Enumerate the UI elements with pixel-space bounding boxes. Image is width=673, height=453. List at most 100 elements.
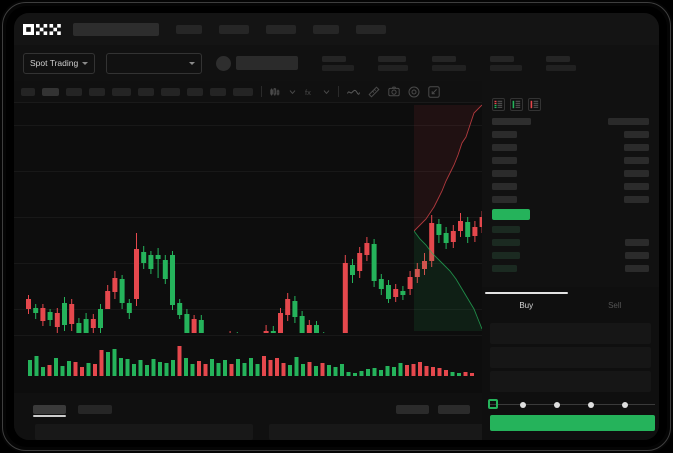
nav-item-3[interactable] xyxy=(266,24,296,34)
settings-icon[interactable] xyxy=(408,86,420,98)
ob-bid-3-price xyxy=(492,265,517,272)
camera-icon[interactable] xyxy=(388,86,400,97)
tab-sell[interactable]: Sell xyxy=(608,301,622,310)
slider-step-1[interactable] xyxy=(554,401,560,408)
timeframe-chip-8[interactable] xyxy=(210,87,226,96)
timeframe-selector xyxy=(14,87,253,96)
market-depth-overlay xyxy=(414,104,482,331)
stat-value xyxy=(546,64,577,71)
ob-ask-3-amount xyxy=(624,170,649,177)
orders-tabs xyxy=(14,399,482,417)
indicator-icon[interactable]: fx xyxy=(304,87,315,97)
slider-step-3[interactable] xyxy=(622,401,628,408)
stat-volume-24h xyxy=(546,55,577,71)
timeframe-chip-4[interactable] xyxy=(112,87,131,96)
active-tab-underline xyxy=(33,415,66,417)
chevron-down-icon[interactable] xyxy=(289,89,296,95)
tab-open-orders[interactable] xyxy=(33,405,66,414)
market-type-label: Spot Trading xyxy=(30,58,79,68)
market-type-dropdown[interactable]: Spot Trading xyxy=(23,52,96,74)
okx-logo[interactable] xyxy=(23,23,63,35)
order-total-field[interactable] xyxy=(490,371,651,392)
nav-item-4[interactable] xyxy=(313,24,339,34)
ob-ask-2-price xyxy=(492,157,517,164)
order-price-field[interactable] xyxy=(490,323,651,344)
order-book-view-modes xyxy=(492,98,541,111)
gridline-0 xyxy=(14,125,482,126)
slider-step-2[interactable] xyxy=(588,401,594,408)
amount-slider-track[interactable] xyxy=(490,404,655,405)
timeframe-chip-9[interactable] xyxy=(233,87,253,96)
ob-mode-bids[interactable] xyxy=(510,98,523,111)
stat-value xyxy=(490,64,523,71)
orders-panel xyxy=(14,393,490,440)
toolbar-divider xyxy=(261,86,262,97)
ob-last-price[interactable] xyxy=(492,209,530,220)
order-amount-field[interactable] xyxy=(490,347,651,368)
stat-value xyxy=(432,64,467,71)
ob-ask-0-amount xyxy=(624,131,649,138)
timeframe-chip-6[interactable] xyxy=(161,87,180,96)
bottom-action-2[interactable] xyxy=(438,405,470,414)
ob-ask-1-amount xyxy=(624,144,649,151)
candlestick-chart[interactable] xyxy=(14,103,482,333)
ob-bid-2-amount xyxy=(625,252,649,259)
ob-mode-asks[interactable] xyxy=(528,98,541,111)
ob-ask-1-price xyxy=(492,144,517,151)
ob-header-price xyxy=(492,118,531,125)
timeframe-chip-0[interactable] xyxy=(21,87,35,96)
tab-order-history[interactable] xyxy=(78,405,112,414)
gridline-3 xyxy=(14,263,482,264)
timeframe-chip-3[interactable] xyxy=(89,87,105,96)
nav-item-1[interactable] xyxy=(176,24,202,34)
stat-last-price xyxy=(322,55,355,71)
order-book[interactable] xyxy=(482,81,659,287)
timeframe-chip-5[interactable] xyxy=(138,87,154,96)
chevron-down-icon[interactable] xyxy=(323,89,330,95)
timeframe-chip-1[interactable] xyxy=(42,87,59,96)
timeframe-chip-7[interactable] xyxy=(187,87,203,96)
stat-label xyxy=(490,55,515,62)
chevron-down-icon xyxy=(82,61,89,65)
ob-ask-2-amount xyxy=(624,157,649,164)
top-navigation-bar xyxy=(14,13,659,45)
submit-buy-button[interactable] xyxy=(490,415,655,431)
stat-change-24h xyxy=(378,55,409,71)
svg-text:fx: fx xyxy=(305,88,311,97)
ruler-icon[interactable] xyxy=(368,85,380,98)
volume-histogram[interactable] xyxy=(14,335,482,393)
stat-label xyxy=(432,55,457,62)
ob-bid-2-price xyxy=(492,252,520,259)
fullscreen-icon[interactable] xyxy=(428,85,440,98)
stat-value xyxy=(322,64,355,71)
market-stats-row xyxy=(298,55,577,71)
ob-ask-5-price xyxy=(492,196,517,203)
pair-name-label xyxy=(236,56,299,70)
ob-ask-5-amount xyxy=(624,196,649,203)
candle-series xyxy=(26,211,482,333)
stat-high-24h xyxy=(432,55,467,71)
global-search-input[interactable] xyxy=(73,22,159,36)
ob-ask-4-price xyxy=(492,183,517,190)
candlestick-icon[interactable] xyxy=(270,87,281,97)
bottom-action-1[interactable] xyxy=(396,405,429,414)
nav-item-2[interactable] xyxy=(219,24,249,34)
amount-slider-handle[interactable] xyxy=(488,399,498,409)
ob-bid-1-price xyxy=(492,239,520,246)
nav-item-5[interactable] xyxy=(356,24,386,34)
toolbar-divider xyxy=(338,86,339,97)
timeframe-chip-2[interactable] xyxy=(66,87,82,96)
line-chart-icon[interactable] xyxy=(347,88,360,96)
bottom-content-right xyxy=(269,424,490,440)
stat-label xyxy=(546,55,571,62)
slider-step-0[interactable] xyxy=(520,401,526,408)
pair-coin-avatar xyxy=(216,55,232,71)
nav-menu xyxy=(159,24,386,34)
tab-buy[interactable]: Buy xyxy=(519,301,534,310)
trading-pair-dropdown[interactable] xyxy=(106,52,203,74)
ob-mode-both[interactable] xyxy=(492,98,505,111)
gridline-2 xyxy=(14,217,482,218)
ob-ask-3-price xyxy=(492,170,517,177)
ob-ask-0-price xyxy=(492,131,517,138)
gridline-1 xyxy=(14,171,482,172)
